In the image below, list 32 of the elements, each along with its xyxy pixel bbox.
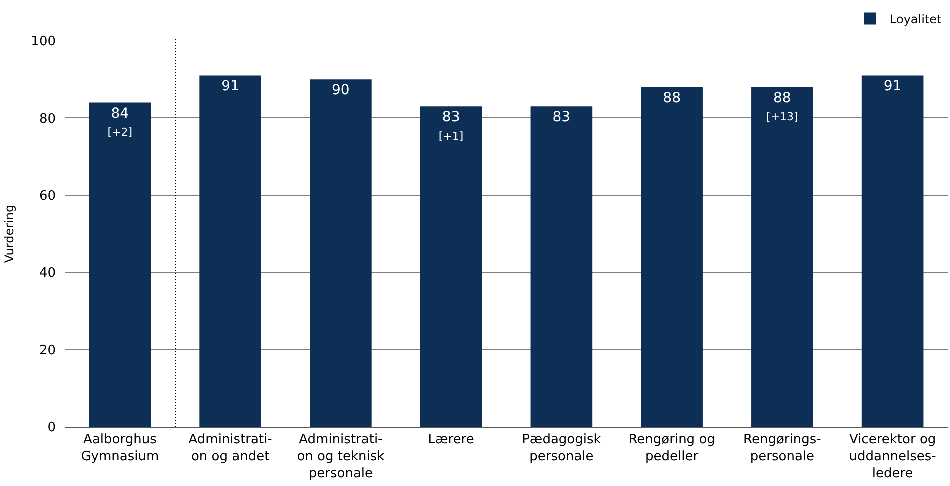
data-label: 83	[552, 110, 571, 126]
data-label: 88 [+13]	[766, 90, 798, 124]
x-tick-label: Administrati- on og teknisk personale	[297, 432, 386, 482]
x-tick-label: Aalborghus Gymnasium	[81, 432, 160, 464]
data-label: 91	[222, 78, 240, 95]
bar	[862, 76, 924, 427]
bar	[530, 106, 593, 427]
data-label: 83 [+1]	[438, 110, 464, 143]
bar	[310, 80, 372, 427]
y-tick-label: 60	[39, 188, 56, 204]
legend-label: Loyalitet	[890, 12, 942, 26]
x-tick-label: Lærere	[428, 432, 474, 448]
x-tick-label: Pædagogisk personale	[522, 432, 602, 464]
y-tick-label: 80	[39, 112, 56, 127]
y-tick-label: 0	[48, 420, 56, 436]
data-label: 90	[332, 82, 350, 99]
x-tick-label: Rengøring og pedeller	[628, 432, 716, 464]
data-label: 91	[884, 78, 902, 95]
y-tick-label: 40	[39, 266, 56, 282]
data-label: 84 [+2]	[108, 106, 133, 139]
bar	[89, 102, 152, 427]
x-tick-label: Vicerektor og uddannelses- ledere	[849, 432, 937, 482]
bar	[752, 87, 814, 427]
y-tick-label: 20	[39, 343, 56, 358]
y-tick-label: 100	[31, 34, 56, 50]
bar	[641, 87, 703, 427]
data-label: 88	[663, 90, 681, 106]
x-tick-label: Administrati- on og andet	[188, 432, 273, 464]
bar	[200, 76, 262, 427]
x-tick-label: Rengørings- personale	[744, 432, 822, 464]
bar	[420, 106, 482, 427]
y-axis-title: Vurdering	[2, 204, 16, 264]
